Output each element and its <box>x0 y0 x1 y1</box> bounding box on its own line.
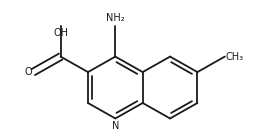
Text: O: O <box>25 67 32 77</box>
Text: CH₃: CH₃ <box>226 52 244 62</box>
Text: N: N <box>112 121 119 131</box>
Text: OH: OH <box>53 28 68 38</box>
Text: NH₂: NH₂ <box>106 13 125 23</box>
